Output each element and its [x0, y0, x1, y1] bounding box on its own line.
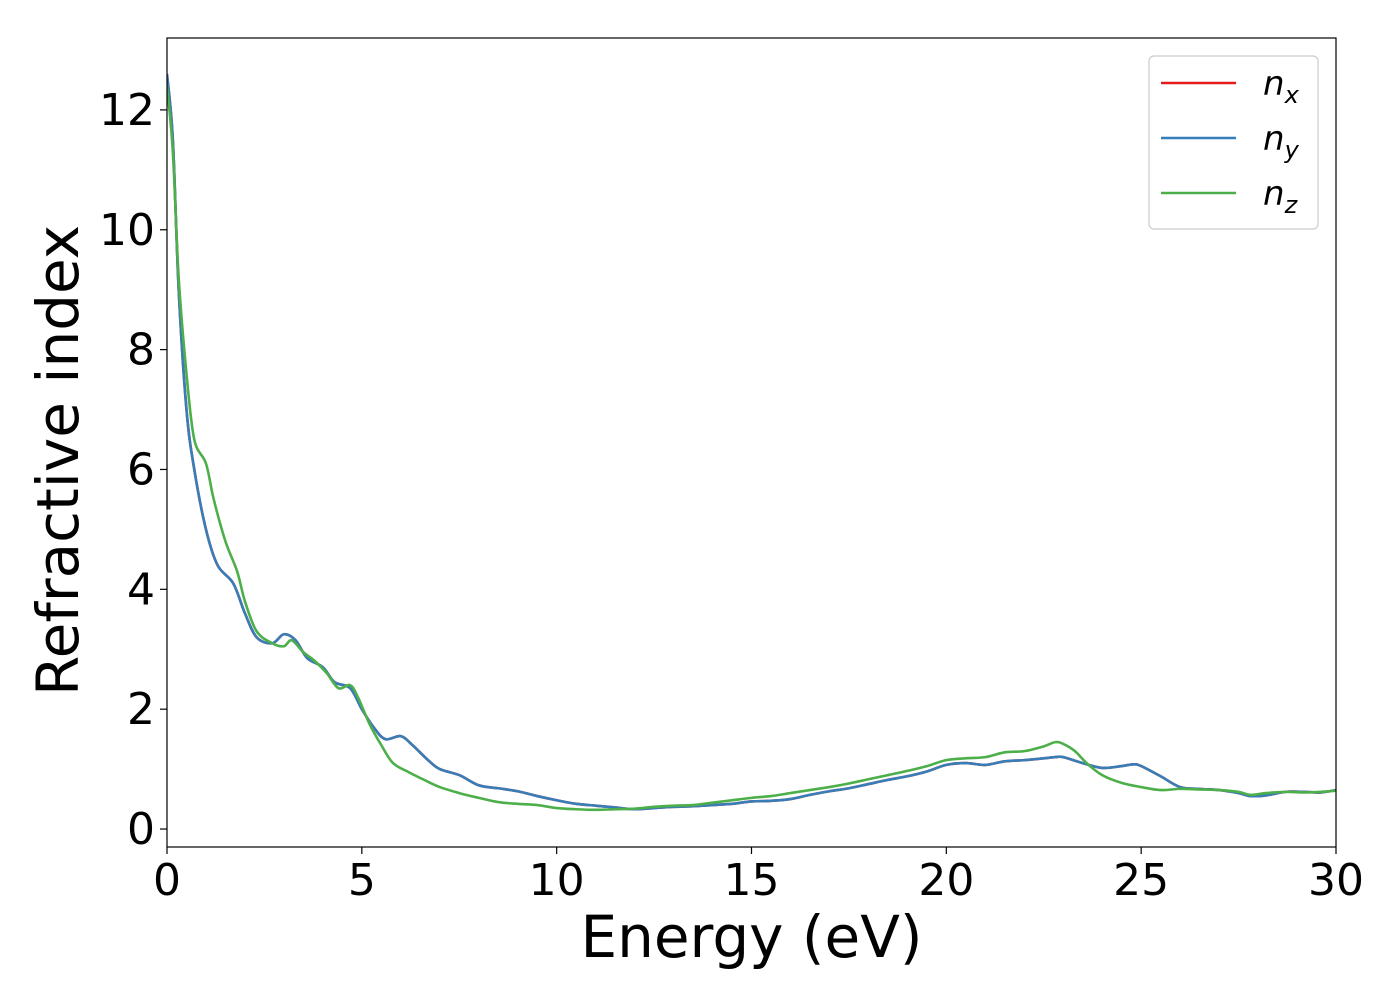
- x-tick-label: 15: [724, 855, 780, 906]
- legend-box: [1148, 55, 1319, 230]
- legend: nx ny nz: [1148, 55, 1319, 230]
- y-tick-label: 12: [99, 85, 155, 136]
- x-tick-label: 20: [918, 855, 974, 906]
- y-axis: 0 2 4 6 8 10 12: [99, 85, 167, 855]
- y-tick-label: 0: [127, 804, 155, 855]
- x-tick-label: 0: [153, 855, 181, 906]
- y-tick-label: 10: [99, 205, 155, 256]
- legend-label-nz: nz: [1263, 174, 1299, 219]
- series-line-nz: [167, 85, 1336, 812]
- x-tick-label: 10: [529, 855, 585, 906]
- legend-label-ny: ny: [1263, 119, 1300, 164]
- y-axis-label: Refractive index: [24, 225, 92, 696]
- y-tick-label: 6: [127, 444, 155, 495]
- y-tick-label: 4: [127, 564, 155, 615]
- y-tick-label: 8: [127, 325, 155, 376]
- series-layer: [167, 73, 1336, 812]
- x-tick-label: 25: [1113, 855, 1169, 906]
- y-tick-label: 2: [127, 684, 155, 735]
- x-axis-label: Energy (eV): [580, 903, 922, 971]
- x-tick-label: 30: [1308, 855, 1364, 906]
- x-tick-label: 5: [348, 855, 376, 906]
- legend-label-nx: nx: [1263, 64, 1300, 109]
- x-axis: 0 5 10 15 20 25 30: [153, 847, 1364, 906]
